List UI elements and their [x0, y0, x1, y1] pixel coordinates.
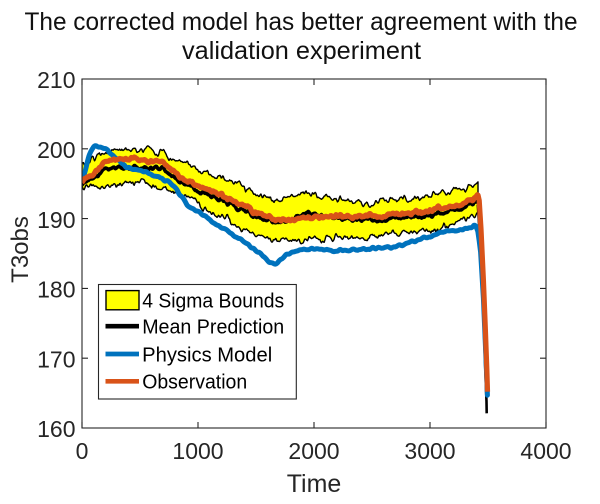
svg-text:4000: 4000: [520, 438, 571, 464]
svg-text:180: 180: [37, 277, 75, 303]
svg-text:Physics Model: Physics Model: [142, 344, 272, 366]
svg-text:1000: 1000: [172, 438, 223, 464]
svg-text:2000: 2000: [288, 438, 339, 464]
svg-text:Time: Time: [287, 470, 342, 498]
svg-text:190: 190: [37, 207, 75, 233]
svg-text:The corrected model has better: The corrected model has better agreement…: [25, 8, 578, 36]
svg-text:validation experiment: validation experiment: [182, 37, 421, 65]
svg-text:160: 160: [37, 416, 75, 442]
svg-text:4 Sigma Bounds: 4 Sigma Bounds: [142, 291, 284, 313]
svg-text:3000: 3000: [404, 438, 455, 464]
svg-text:170: 170: [37, 346, 75, 372]
svg-text:Mean Prediction: Mean Prediction: [142, 317, 284, 339]
svg-text:0: 0: [76, 438, 89, 464]
svg-text:210: 210: [37, 67, 75, 93]
svg-text:Observation: Observation: [142, 372, 247, 394]
svg-text:T3obs: T3obs: [7, 216, 34, 283]
svg-text:200: 200: [37, 137, 75, 163]
